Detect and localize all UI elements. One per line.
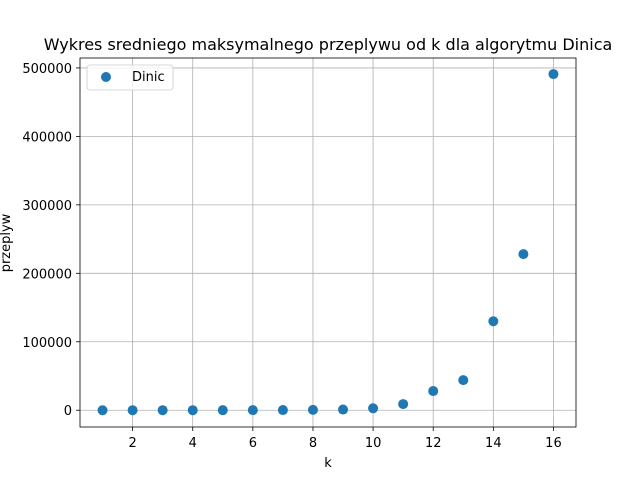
x-tick-label: 4 xyxy=(189,436,197,451)
data-point-dinic xyxy=(338,404,349,415)
data-point-dinic xyxy=(398,399,409,410)
data-point-dinic xyxy=(187,405,198,416)
y-tick-label: 300000 xyxy=(22,199,72,214)
y-tick-label: 500000 xyxy=(22,62,72,77)
x-tick-label: 8 xyxy=(309,436,317,451)
data-point-dinic xyxy=(488,316,499,327)
data-points xyxy=(97,69,559,416)
data-point-dinic xyxy=(247,405,258,416)
x-axis-label: k xyxy=(324,456,332,471)
data-point-dinic xyxy=(307,404,318,415)
y-tick-label: 400000 xyxy=(22,130,72,145)
data-point-dinic xyxy=(127,405,138,416)
axis-ticks xyxy=(76,67,554,431)
legend-box xyxy=(86,64,174,91)
y-tick-label: 100000 xyxy=(22,336,72,351)
x-tick-label: 12 xyxy=(425,436,442,451)
data-point-dinic xyxy=(548,69,559,80)
plot-frame xyxy=(79,57,577,428)
data-point-dinic xyxy=(157,405,168,416)
data-point-dinic xyxy=(277,405,288,416)
data-point-dinic xyxy=(217,405,228,416)
legend-label-dinic: Dinic xyxy=(132,70,165,85)
x-tick-label: 14 xyxy=(485,436,502,451)
legend: Dinic xyxy=(86,64,174,91)
x-tick-label: 10 xyxy=(365,436,382,451)
x-tick-label: 6 xyxy=(249,436,257,451)
data-point-dinic xyxy=(428,386,439,397)
tick-labels: 2 4 6 8 10 12 14 16 0 100000 200000 300000 400000 500… xyxy=(22,62,561,451)
data-point-dinic xyxy=(97,405,108,416)
x-tick-label: 2 xyxy=(128,436,136,451)
y-axis-label: przeplyw xyxy=(0,213,14,272)
data-point-dinic xyxy=(368,403,379,414)
data-point-dinic xyxy=(458,375,469,386)
chart-title: Wykres sredniego maksymalnego przeplywu … xyxy=(44,35,613,54)
y-tick-label: 0 xyxy=(64,404,72,419)
legend-marker-dinic xyxy=(101,72,111,82)
y-tick-label: 200000 xyxy=(22,267,72,282)
data-point-dinic xyxy=(518,249,529,260)
x-tick-label: 16 xyxy=(545,436,562,451)
